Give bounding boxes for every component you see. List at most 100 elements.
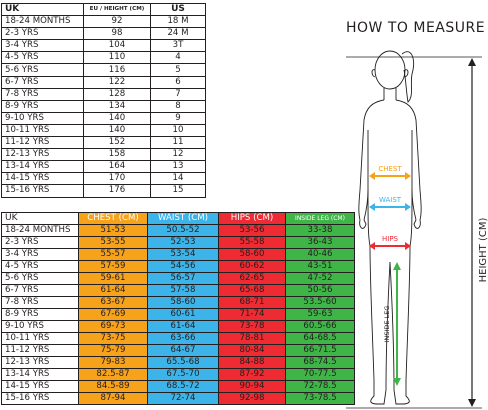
cell-hips: 73-78 — [218, 320, 286, 333]
cell-eu-height: 122 — [83, 75, 151, 89]
size-conversion-table: UK EU / HEIGHT (CM) US 18-24 MONTHS 92 18 M 2-… — [1, 2, 206, 198]
cell-hips: 87-92 — [218, 368, 286, 381]
cell-uk-size: 2-3 YRS — [1, 236, 79, 249]
cell-hips: 62-65 — [218, 272, 286, 285]
cell-us-size: 6 — [150, 75, 206, 89]
cell-uk-size: 3-4 YRS — [1, 39, 84, 53]
size-table-header: UK EU / HEIGHT (CM) US — [1, 2, 206, 17]
cell-uk-size: 14-15 YRS — [1, 172, 84, 186]
cell-chest: 59-61 — [78, 272, 148, 285]
height-arrow-icon — [468, 58, 476, 407]
cell-eu-height: 164 — [83, 160, 151, 174]
cell-uk-size: 10-11 YRS — [1, 332, 79, 345]
hips-label: HIPS — [382, 235, 399, 243]
table-row: 6-7 YRS 122 6 — [1, 75, 206, 89]
cell-inside-leg: 47-52 — [285, 272, 355, 285]
cell-us-size: 8 — [150, 99, 206, 113]
cell-us-size: 15 — [150, 184, 206, 198]
cell-eu-height: 140 — [83, 111, 151, 125]
table-row: 9-10 YRS 69-73 61-64 73-78 60.5-66 — [1, 320, 355, 333]
cell-uk-size: 9-10 YRS — [1, 111, 84, 125]
cell-hips: 84-88 — [218, 356, 286, 369]
header-hips: HIPS (CM) — [218, 212, 286, 225]
header-uk-size: UK — [1, 2, 84, 17]
cell-uk-size: 14-15 YRS — [1, 380, 79, 393]
table-row: 4-5 YRS 110 4 — [1, 51, 206, 65]
cell-hips: 80-84 — [218, 344, 286, 357]
table-row: 18-24 MONTHS 92 18 M — [1, 15, 206, 29]
table-row: 7-8 YRS 128 7 — [1, 87, 206, 101]
child-figure-diagram: HEIGHT (CM) CHEST — [346, 50, 488, 409]
cell-us-size: 7 — [150, 87, 206, 101]
cell-uk-size: 3-4 YRS — [1, 248, 79, 261]
cell-waist: 72-74 — [147, 392, 219, 405]
cell-uk-size: 8-9 YRS — [1, 308, 79, 321]
table-row: 10-11 YRS 73-75 63-66 78-81 64-68.5 — [1, 332, 355, 345]
cell-uk-size: 13-14 YRS — [1, 160, 84, 174]
cell-waist: 50.5-52 — [147, 224, 219, 237]
table-row: 15-16 YRS 176 15 — [1, 184, 206, 198]
cell-eu-height: 152 — [83, 136, 151, 150]
cell-eu-height: 98 — [83, 27, 151, 41]
cell-us-size: 11 — [150, 136, 206, 150]
waist-arrow-icon — [369, 203, 411, 211]
table-row: 12-13 YRS 79-83 65.5-68 84-88 68-74.5 — [1, 356, 355, 369]
measurement-table: UK CHEST (CM) WAIST (CM) HIPS (CM) INSIDE LE… — [1, 212, 355, 405]
cell-waist: 58-60 — [147, 296, 219, 309]
cell-uk-size: 7-8 YRS — [1, 87, 84, 101]
cell-chest: 79-83 — [78, 356, 148, 369]
cell-waist: 61-64 — [147, 320, 219, 333]
header-uk-size: UK — [1, 212, 79, 225]
cell-waist: 65.5-68 — [147, 356, 219, 369]
cell-waist: 67.5-70 — [147, 368, 219, 381]
measurement-table-header: UK CHEST (CM) WAIST (CM) HIPS (CM) INSIDE LE… — [1, 212, 355, 225]
cell-chest: 67-69 — [78, 308, 148, 321]
cell-chest: 75-79 — [78, 344, 148, 357]
cell-uk-size: 5-6 YRS — [1, 272, 79, 285]
cell-us-size: 12 — [150, 148, 206, 162]
cell-hips: 78-81 — [218, 332, 286, 345]
cell-chest: 87-94 — [78, 392, 148, 405]
cell-uk-size: 10-11 YRS — [1, 123, 84, 138]
cell-uk-size: 5-6 YRS — [1, 63, 84, 77]
cell-uk-size: 2-3 YRS — [1, 27, 84, 41]
cell-us-size: 5 — [150, 63, 206, 77]
cell-chest: 51-53 — [78, 224, 148, 237]
cell-uk-size: 18-24 MONTHS — [1, 15, 84, 29]
cell-us-size: 9 — [150, 111, 206, 125]
cell-uk-size: 12-13 YRS — [1, 356, 79, 369]
table-row: 2-3 YRS 98 24 M — [1, 27, 206, 41]
cell-hips: 58-60 — [218, 248, 286, 261]
table-row: 10-11 YRS 140 10 — [1, 123, 206, 138]
cell-hips: 92-98 — [218, 392, 286, 405]
cell-eu-height: 140 — [83, 123, 151, 138]
table-row: 6-7 YRS 61-64 57-58 65-68 50-56 — [1, 284, 355, 297]
cell-uk-size: 6-7 YRS — [1, 75, 84, 89]
cell-eu-height: 176 — [83, 184, 151, 198]
table-row: 4-5 YRS 57-59 54-56 60-62 43-51 — [1, 260, 355, 273]
cell-hips: 53-56 — [218, 224, 286, 237]
cell-waist: 54-56 — [147, 260, 219, 273]
cell-uk-size: 18-24 MONTHS — [1, 224, 79, 237]
cell-chest: 57-59 — [78, 260, 148, 273]
cell-waist: 63-66 — [147, 332, 219, 345]
cell-chest: 84.5-89 — [78, 380, 148, 393]
cell-chest: 55-57 — [78, 248, 148, 261]
cell-chest: 63-67 — [78, 296, 148, 309]
cell-uk-size: 9-10 YRS — [1, 320, 79, 333]
hips-arrow-icon — [369, 242, 411, 250]
header-eu-height: EU / HEIGHT (CM) — [83, 2, 151, 17]
cell-waist: 57-58 — [147, 284, 219, 297]
cell-chest: 82.5-87 — [78, 368, 148, 381]
table-row: 13-14 YRS 164 13 — [1, 160, 206, 174]
cell-chest: 69-73 — [78, 320, 148, 333]
chest-label: CHEST — [378, 165, 402, 173]
cell-hips: 71-74 — [218, 308, 286, 321]
table-row: 3-4 YRS 55-57 53-54 58-60 40-46 — [1, 248, 355, 261]
cell-eu-height: 92 — [83, 15, 151, 29]
header-us-size: US — [150, 2, 206, 17]
cell-hips: 55-58 — [218, 236, 286, 249]
cell-inside-leg: 59-63 — [285, 308, 355, 321]
cell-waist: 52-53 — [147, 236, 219, 249]
table-row: 9-10 YRS 140 9 — [1, 111, 206, 125]
